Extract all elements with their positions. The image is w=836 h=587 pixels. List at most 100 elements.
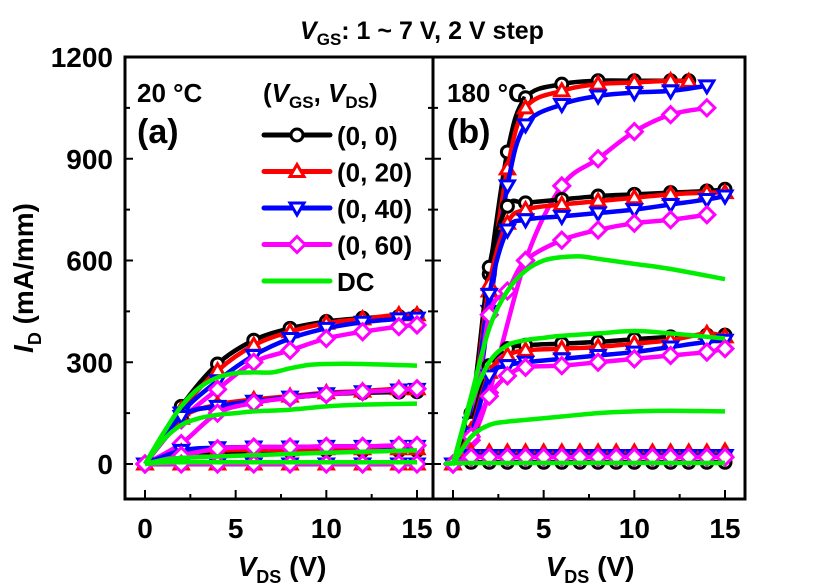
legend-header-v2: V xyxy=(328,78,348,108)
data-point xyxy=(588,191,608,208)
series-b-dc-vgs1 xyxy=(443,460,726,467)
data-point xyxy=(388,379,409,401)
data-point xyxy=(515,97,536,115)
chart-title: VGS: 1 ~ 7 V, 2 V step xyxy=(300,17,544,49)
data-point xyxy=(624,348,645,369)
data-point xyxy=(696,204,717,225)
ticks-layer: 0 300 600 900 1200 0 5 10 15 0 5 10 15 xyxy=(51,42,741,544)
legend-label: (0, 20) xyxy=(337,158,412,188)
series-line xyxy=(143,361,418,466)
data-point xyxy=(587,148,609,169)
x-tick-label-a: 0 xyxy=(137,513,153,544)
xlabel-a-var: V xyxy=(238,551,259,582)
x-tick-label-a: 10 xyxy=(311,513,342,544)
series-line xyxy=(450,328,726,465)
data-point xyxy=(696,341,717,363)
data-point xyxy=(352,321,373,342)
legend: (VGS, VDS) (0, 0)(0, 20)(0, 40)(0, 60)DC xyxy=(261,78,412,297)
data-point xyxy=(660,84,681,101)
series-line xyxy=(144,460,417,467)
series-line xyxy=(143,401,418,466)
legend-header-s1: GS xyxy=(289,93,314,112)
data-point xyxy=(696,97,717,118)
legend-header-v1: V xyxy=(272,78,292,108)
data-point xyxy=(515,213,536,230)
series-line xyxy=(451,408,726,466)
legend-entry: (0, 20) xyxy=(261,158,412,188)
series-a-dc-vgs3 xyxy=(144,448,418,467)
data-point xyxy=(499,198,515,214)
legend-marker xyxy=(287,201,307,218)
data-point xyxy=(660,198,681,215)
x-tick-label-b: 10 xyxy=(619,513,650,544)
y-tick-label: 600 xyxy=(66,246,113,277)
x-tick-label-b: 5 xyxy=(536,513,552,544)
title-sub: GS xyxy=(317,30,342,49)
legend-header-sep: , xyxy=(314,78,328,108)
data-point xyxy=(316,384,337,405)
data-point xyxy=(479,369,499,386)
series-b-dc-vgs7 xyxy=(450,254,726,465)
x-axis-label-a: VDS (V) xyxy=(238,551,327,587)
series-b-dc-vgs5 xyxy=(450,328,726,465)
data-point xyxy=(660,345,681,366)
data-point xyxy=(624,187,644,205)
legend-label: (0, 60) xyxy=(337,231,412,261)
panel-b-temp: 180 °C xyxy=(447,78,527,108)
data-point xyxy=(497,365,518,386)
data-point xyxy=(515,357,536,378)
title-rest: : 1 ~ 7 V, 2 V step xyxy=(341,17,544,45)
legend-header-s2: DS xyxy=(345,93,369,112)
data-point xyxy=(588,89,608,106)
legend-header-close: ) xyxy=(369,78,378,108)
data-point xyxy=(279,387,301,408)
series-line xyxy=(443,460,726,467)
data-point xyxy=(352,381,373,402)
series-a-0-60-vgs5 xyxy=(134,378,428,475)
x-tick-label-b: 15 xyxy=(709,513,740,544)
series-line xyxy=(451,448,726,466)
xlabel-b-sub: DS xyxy=(564,567,589,587)
legend-label: (0, 40) xyxy=(337,194,412,224)
legend-header: (VGS, VDS) xyxy=(263,78,378,112)
data-point xyxy=(479,287,499,305)
data-point xyxy=(388,316,409,337)
data-point xyxy=(588,74,608,91)
legend-entry: DC xyxy=(261,267,375,297)
data-point xyxy=(624,213,645,234)
data-point xyxy=(697,79,717,96)
data-point xyxy=(479,386,500,407)
panel-a-temp: 20 °C xyxy=(137,78,203,108)
data-point xyxy=(551,355,572,376)
series-a-dc-vgs5 xyxy=(143,401,418,466)
ylabel-var: I xyxy=(8,344,39,353)
data-point xyxy=(660,209,681,230)
data-point xyxy=(406,378,428,399)
series-line xyxy=(144,448,418,467)
ylabel-rest: (mA/mm) xyxy=(8,203,39,332)
y-tick-label: 1200 xyxy=(51,42,113,73)
data-point xyxy=(552,80,572,98)
y-tick-label: 900 xyxy=(66,144,113,175)
legend-header-open: ( xyxy=(263,78,272,108)
data-point xyxy=(587,219,609,241)
xlabel-a-rest: (V) xyxy=(281,551,326,582)
legend-label: DC xyxy=(337,267,375,297)
legend-marker xyxy=(287,161,307,178)
series-line xyxy=(450,254,726,465)
panel-b-label: (b) xyxy=(447,113,490,151)
data-point xyxy=(552,209,572,227)
xlabel-b-rest: (V) xyxy=(589,551,634,582)
data-point xyxy=(588,206,608,223)
data-point xyxy=(279,340,301,361)
x-tick-label-a: 15 xyxy=(401,513,432,544)
data-point xyxy=(552,194,572,212)
legend-marker xyxy=(286,234,308,255)
xlabel-a-sub: DS xyxy=(256,567,281,587)
data-point xyxy=(497,179,518,196)
data-point xyxy=(660,104,681,125)
legend-entry: (0, 40) xyxy=(261,194,412,224)
data-point xyxy=(714,338,736,359)
series-b-dc-vgs3 xyxy=(451,408,726,466)
